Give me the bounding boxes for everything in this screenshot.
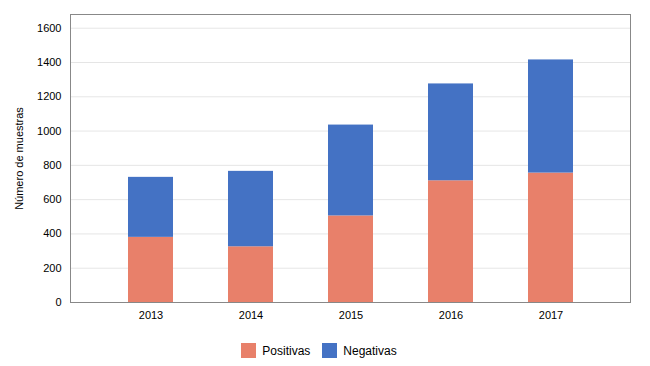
svg-text:600: 600	[43, 193, 61, 205]
html-text:Negativas: Negativas	[343, 343, 397, 358]
svg-text:2016: 2016	[439, 309, 463, 321]
svg-text:1400: 1400	[37, 56, 61, 68]
svg-text:0: 0	[55, 296, 61, 308]
svg-text:2015: 2015	[339, 309, 363, 321]
svg-text:1200: 1200	[37, 90, 61, 102]
svg-text:2014: 2014	[239, 309, 263, 321]
svg-text:1000: 1000	[37, 125, 61, 137]
svg-text:400: 400	[43, 227, 61, 239]
svg-text:2017: 2017	[539, 309, 563, 321]
svg-text:200: 200	[43, 262, 61, 274]
svg-text:2013: 2013	[139, 309, 163, 321]
html-text:Positivas: Positivas	[262, 343, 311, 358]
svg-text:800: 800	[43, 159, 61, 171]
svg-text:1600: 1600	[37, 22, 61, 34]
svg-text:Número de muestras: Número de muestras	[13, 107, 25, 210]
